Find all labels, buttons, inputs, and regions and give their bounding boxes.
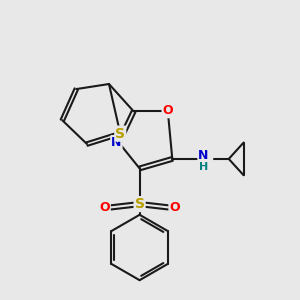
Text: N: N	[198, 149, 209, 162]
Text: O: O	[163, 104, 173, 117]
Text: N: N	[111, 136, 122, 149]
Text: O: O	[169, 202, 180, 214]
Text: S: S	[115, 127, 125, 141]
Text: S: S	[135, 197, 145, 211]
Text: H: H	[200, 162, 209, 172]
Text: O: O	[99, 202, 110, 214]
